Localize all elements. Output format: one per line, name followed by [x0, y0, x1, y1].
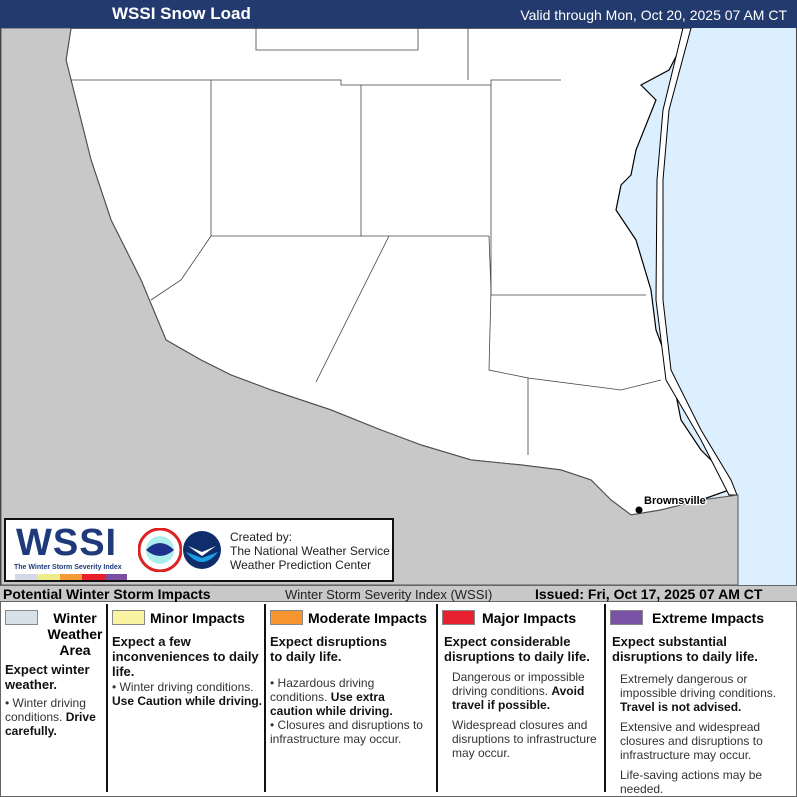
swatch	[270, 610, 303, 625]
legend-minor: Minor Impacts Expect a few inconvenience…	[108, 604, 266, 792]
created-by: Created by:	[230, 530, 293, 544]
legend-header: Potential Winter Storm Impacts Winter St…	[0, 585, 797, 602]
swatch	[5, 610, 38, 625]
category-title: Major Impacts	[482, 610, 577, 626]
issued-time: Issued: Fri, Oct 17, 2025 07 AM CT	[535, 586, 763, 602]
swatch	[610, 610, 643, 625]
bullet: • Winter driving conditions. Use Caution…	[112, 680, 263, 708]
bullet: • Winter driving conditions. Drive caref…	[5, 696, 96, 738]
bullet: Dangerous or impossible driving conditio…	[452, 670, 585, 712]
nws-logo-icon	[138, 528, 182, 572]
bullet: • Hazardous driving conditions. Use extr…	[270, 676, 393, 718]
city-label: Brownsville	[644, 495, 706, 507]
category-title: Winter Weather Area	[47, 610, 103, 658]
legend-title: Potential Winter Storm Impacts	[3, 586, 211, 602]
category-expect: Expect disruptions to daily life.	[270, 634, 388, 664]
valid-time: Valid through Mon, Oct 20, 2025 07 AM CT	[520, 7, 787, 23]
credits: Created by: The National Weather Service…	[230, 530, 390, 572]
org-nws: The National Weather Service	[230, 544, 390, 558]
county-lines	[71, 28, 662, 455]
header: WSSI Snow Load Valid through Mon, Oct 20…	[0, 0, 797, 28]
category-expect: Expect a few inconveniences to daily lif…	[112, 634, 259, 679]
map: Brownsville	[0, 27, 797, 586]
bullet: • Closures and disruptions to infrastruc…	[270, 718, 423, 746]
category-title: Extreme Impacts	[652, 610, 765, 626]
logo-box: WSSI The Winter Storm Severity Index Cre…	[4, 518, 394, 582]
category-expect: Expect considerable disruptions to daily…	[444, 634, 590, 664]
category-title: Moderate Impacts	[308, 610, 428, 626]
legend-extreme: Extreme Impacts Expect substantial disru…	[606, 604, 797, 796]
org-wpc: Weather Prediction Center	[230, 558, 372, 572]
legend-moderate: Moderate Impacts Expect disruptions to d…	[266, 604, 438, 792]
swatch	[112, 610, 145, 625]
legend: Winter Weather Area Expect winter weathe…	[0, 602, 797, 797]
index-name: Winter Storm Severity Index (WSSI)	[285, 587, 493, 602]
bullet: Widespread closures and disruptions to i…	[452, 718, 597, 760]
map-title: WSSI Snow Load	[112, 4, 251, 23]
category-title: Minor Impacts	[150, 610, 245, 626]
category-expect: Expect winter weather.	[5, 662, 90, 692]
swatch	[442, 610, 475, 625]
legend-major: Major Impacts Expect considerable disrup…	[438, 604, 606, 792]
category-expect: Expect substantial disruptions to daily …	[612, 634, 758, 664]
bullet: Extensive and widespread closures and di…	[620, 720, 763, 762]
barrier-island	[655, 27, 738, 496]
legend-winter-weather-area: Winter Weather Area Expect winter weathe…	[1, 604, 108, 792]
bullet: Life-saving actions may be needed.	[620, 768, 763, 796]
severity-color-bar	[15, 574, 128, 580]
mexico	[0, 27, 739, 586]
bullet: Extremely dangerous or impossible drivin…	[620, 672, 777, 714]
wssi-logo: WSSI	[16, 522, 118, 564]
noaa-logo-icon	[183, 531, 221, 569]
city-dot	[635, 506, 643, 514]
wssi-subtitle: The Winter Storm Severity Index	[14, 564, 122, 571]
